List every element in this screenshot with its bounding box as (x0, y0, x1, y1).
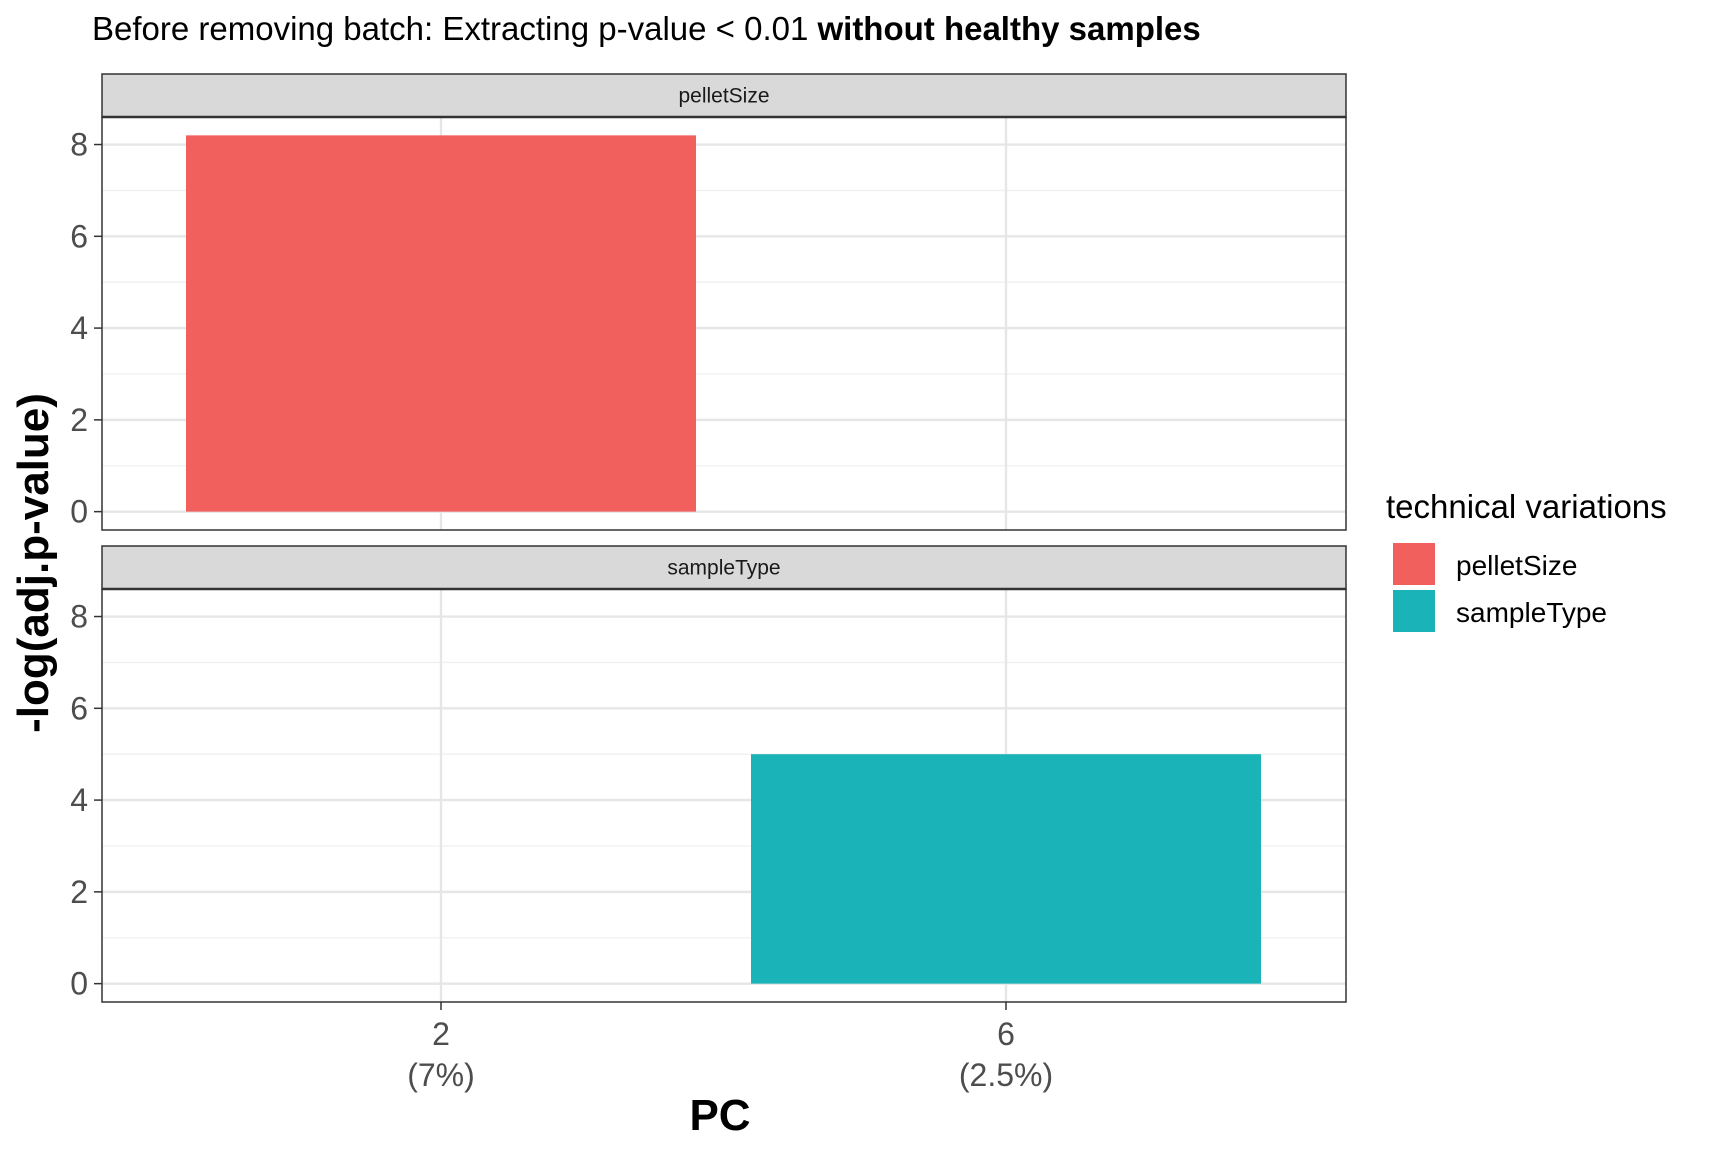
strip-background (101, 73, 1347, 118)
facet-panel-pelletSize: pelletSize 0 2 4 6 8 (70, 73, 1347, 531)
legend-label-sampleType: sampleType (1456, 597, 1607, 628)
strip-label: pelletSize (678, 85, 769, 108)
x-tick-sublabel: (2.5%) (959, 1057, 1053, 1093)
x-axis: 2 (7%) 6 (2.5%) (407, 1002, 1053, 1093)
y-tick-label: 2 (70, 874, 88, 910)
chart-title-prefix: Before removing batch: Extracting p-valu… (92, 10, 817, 47)
y-tick-label: 8 (70, 127, 88, 163)
facet-panels: pelletSize 0 2 4 6 8 sampleType 0 2 4 6 8 (70, 73, 1347, 1003)
y-axis-title: -log(adj.p-value) (9, 393, 58, 733)
bar-sampleType-6 (751, 754, 1261, 984)
x-axis-title: PC (689, 1091, 750, 1140)
legend-key-pelletSize (1393, 543, 1435, 585)
legend-items: pelletSize sampleType (1393, 543, 1607, 632)
facet-panel-sampleType: sampleType 0 2 4 6 8 (70, 545, 1347, 1003)
x-tick-sublabel: (7%) (407, 1057, 475, 1093)
y-tick-label: 0 (70, 966, 88, 1002)
x-tick-label: 6 (997, 1016, 1015, 1052)
y-tick-label: 8 (70, 599, 88, 635)
y-tick-label: 6 (70, 218, 88, 254)
legend: technical variations pelletSize sampleTyp… (1386, 488, 1667, 632)
legend-label-pelletSize: pelletSize (1456, 550, 1577, 581)
chart-title-emphasis: without healthy samples (816, 10, 1200, 47)
y-tick-label: 4 (70, 310, 88, 346)
strip-label: sampleType (667, 557, 780, 580)
y-tick-label: 6 (70, 690, 88, 726)
y-tick-label: 2 (70, 402, 88, 438)
y-tick-label: 4 (70, 782, 88, 818)
y-tick-label: 0 (70, 494, 88, 530)
legend-title: technical variations (1386, 488, 1667, 525)
x-tick-label: 2 (432, 1016, 450, 1052)
svg-text:Before removing batch: Extract: Before removing batch: Extracting p-valu… (92, 10, 1201, 47)
legend-key-sampleType (1393, 590, 1435, 632)
bar-pelletSize-2 (186, 135, 696, 512)
chart-title: Before removing batch: Extracting p-valu… (92, 10, 1201, 47)
